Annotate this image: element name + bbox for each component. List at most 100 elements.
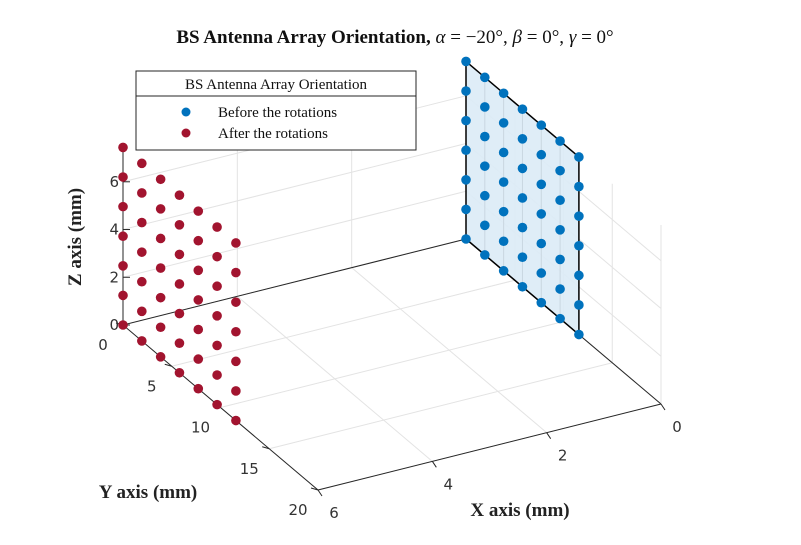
x-tick-label: 2 (558, 447, 568, 465)
point-after-rotation (155, 352, 166, 362)
x-axis-title: X axis (mm) (470, 500, 569, 521)
point-before-rotation (498, 236, 509, 247)
z-tick-label: 6 (109, 173, 119, 191)
point-after-rotation (137, 158, 147, 169)
point-before-rotation (498, 118, 509, 128)
point-before-rotation (555, 254, 565, 265)
point-after-rotation (174, 338, 185, 348)
point-after-rotation (155, 233, 166, 244)
y-tick-label: 0 (98, 336, 108, 354)
y-tick-label: 15 (240, 460, 259, 478)
tick-labels: 0 2 4 6 0 5 10 15 20 0 2 4 6 (98, 173, 682, 522)
point-before-rotation (517, 133, 528, 144)
point-after-rotation (231, 415, 241, 426)
point-before-rotation (461, 115, 471, 126)
point-after-rotation (155, 204, 166, 214)
x-tick-mark (431, 461, 437, 468)
grid-line-y-floor (171, 279, 515, 367)
point-before-rotation (517, 222, 528, 233)
point-after-rotation (155, 322, 166, 333)
point-after-rotation (118, 172, 128, 182)
point-before-rotation (536, 297, 547, 308)
point-before-rotation (555, 136, 565, 146)
legend: BS Antenna Array Orientation Before the … (135, 70, 417, 151)
point-after-rotation (118, 290, 128, 301)
point-before-rotation (480, 220, 490, 231)
point-before-rotation (480, 190, 490, 201)
point-before-rotation (574, 240, 584, 251)
point-before-rotation (480, 161, 490, 171)
x-tick-label: 0 (672, 418, 682, 436)
point-after-rotation (174, 219, 185, 230)
point-after-rotation (212, 370, 222, 380)
data-points (118, 56, 584, 426)
point-after-rotation (174, 367, 185, 378)
point-after-rotation (137, 336, 147, 346)
grid-line-z-back (122, 190, 467, 278)
legend-marker-after (181, 128, 191, 138)
point-before-rotation (555, 284, 565, 294)
chart-title: BS Antenna Array Orientation, α = −20°, … (176, 27, 613, 48)
y-tick-mark (310, 487, 319, 491)
y-tick-mark (262, 446, 270, 450)
z-tick-label: 4 (109, 221, 119, 239)
point-before-rotation (555, 165, 565, 176)
point-before-rotation (480, 72, 490, 83)
point-after-rotation (231, 238, 241, 248)
y-axis-title: Y axis (mm) (99, 482, 198, 503)
point-before-rotation (574, 329, 584, 340)
point-before-rotation (536, 149, 547, 160)
axes-box (115, 146, 666, 497)
point-after-rotation (193, 235, 204, 246)
point-before-rotation (517, 252, 528, 262)
point-before-rotation (574, 270, 584, 281)
point-after-rotation (212, 311, 222, 321)
point-after-rotation (231, 326, 241, 337)
grid-line-y-floor (220, 321, 564, 408)
x-tick-mark (317, 489, 323, 497)
point-before-rotation (517, 163, 528, 174)
point-before-rotation (536, 120, 547, 130)
point-before-rotation (498, 206, 509, 217)
point-before-rotation (536, 179, 547, 190)
point-after-rotation (155, 263, 166, 273)
point-after-rotation (118, 231, 128, 242)
x-tick-mark (546, 432, 552, 439)
point-before-rotation (498, 88, 509, 99)
point-before-rotation (555, 195, 565, 206)
point-before-rotation (480, 131, 490, 142)
point-before-rotation (461, 86, 471, 96)
point-after-rotation (212, 281, 222, 292)
point-after-rotation (174, 249, 185, 260)
point-after-rotation (118, 320, 128, 330)
point-before-rotation (461, 204, 471, 215)
point-before-rotation (517, 193, 528, 203)
point-before-rotation (536, 268, 547, 278)
point-before-rotation (574, 211, 584, 221)
point-after-rotation (193, 324, 204, 335)
point-after-rotation (137, 276, 147, 287)
y-tick-label: 10 (191, 419, 210, 437)
point-before-rotation (461, 175, 471, 185)
y-tick-mark (164, 363, 172, 367)
point-after-rotation (193, 265, 204, 276)
point-after-rotation (118, 201, 128, 212)
point-before-rotation (555, 225, 565, 235)
point-before-rotation (480, 102, 490, 112)
point-after-rotation (118, 142, 128, 153)
point-before-rotation (555, 313, 565, 324)
z-tick-label: 2 (109, 268, 119, 286)
point-before-rotation (517, 104, 528, 114)
point-after-rotation (212, 251, 222, 262)
y-tick-label: 5 (147, 377, 157, 395)
point-after-rotation (118, 261, 128, 271)
point-after-rotation (137, 217, 147, 228)
point-after-rotation (193, 354, 204, 364)
z-axis-title: Z axis (mm) (65, 188, 86, 286)
z-tick-label: 0 (109, 316, 119, 334)
point-after-rotation (174, 190, 185, 200)
point-after-rotation (137, 188, 147, 198)
point-before-rotation (517, 281, 528, 292)
point-after-rotation (137, 306, 147, 317)
x-tick-label: 4 (444, 475, 454, 493)
